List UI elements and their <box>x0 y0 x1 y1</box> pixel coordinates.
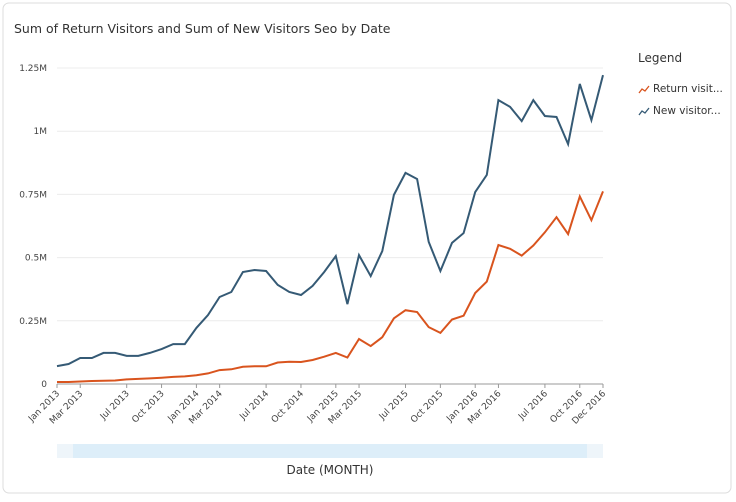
scroll-handle[interactable] <box>57 444 73 458</box>
y-tick-label: 0.75M <box>19 190 47 200</box>
chart-title: Sum of Return Visitors and Sum of New Vi… <box>14 21 391 36</box>
legend-label[interactable]: New visitor... <box>653 105 721 117</box>
x-axis-label: Date (MONTH) <box>287 463 374 477</box>
y-tick-label: 1M <box>34 127 48 137</box>
legend-icon <box>638 85 650 94</box>
legend-label[interactable]: Return visit... <box>653 83 723 95</box>
y-tick-label: 0.5M <box>25 254 47 264</box>
series-line <box>56 74 604 368</box>
series-line <box>57 191 604 383</box>
scrollbar[interactable] <box>57 444 603 458</box>
y-tick-label: 1.25M <box>19 64 47 74</box>
card <box>2 2 732 494</box>
y-tick-label: 0.25M <box>19 317 47 327</box>
legend-title: Legend <box>638 51 682 65</box>
scroll-handle[interactable] <box>587 444 603 458</box>
y-tick-label: 0 <box>41 380 47 390</box>
legend-icon <box>638 107 650 116</box>
